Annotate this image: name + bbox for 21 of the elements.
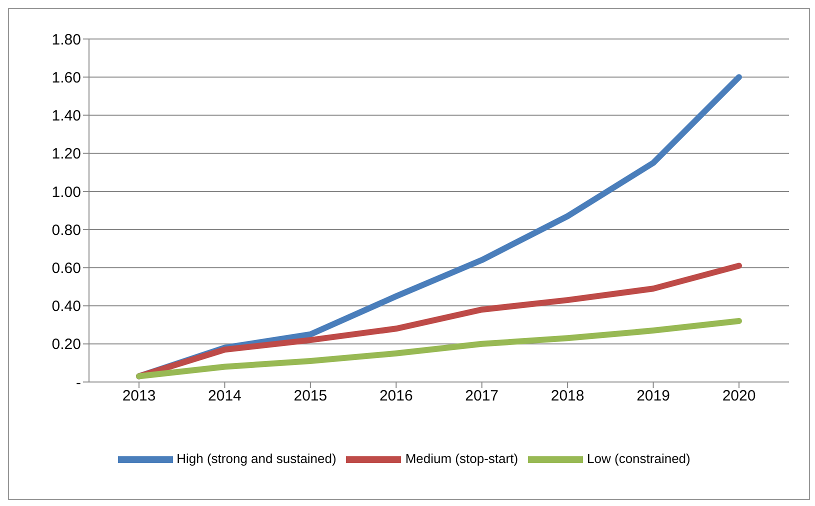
x-tick-label: 2019: [636, 388, 670, 405]
x-tick-label: 2015: [294, 388, 328, 405]
y-tick-label: 1.20: [52, 146, 81, 163]
legend-label: Low (constrained): [587, 450, 690, 466]
y-tick-label: 1.80: [52, 31, 81, 48]
y-tick-label: -: [76, 374, 81, 392]
legend-label: Medium (stop-start): [405, 450, 518, 466]
x-tick-label: 2017: [465, 388, 499, 405]
legend-label: High (strong and sustained): [176, 450, 336, 466]
y-tick-label: 1.00: [52, 184, 81, 201]
x-tick-label: 2020: [722, 388, 756, 405]
y-tick-label: 0.60: [52, 260, 81, 277]
x-tick-label: 2018: [550, 388, 584, 405]
y-tick-label: 1.40: [52, 108, 81, 125]
y-tick-label: 0.40: [52, 298, 81, 316]
x-tick-label: 2016: [379, 388, 413, 405]
x-tick-label: 2014: [208, 388, 242, 405]
y-tick-label: 1.60: [52, 69, 81, 86]
y-tick-label: 0.20: [52, 336, 81, 354]
y-tick-label: 0.80: [52, 222, 81, 239]
x-tick-label: 2013: [122, 388, 156, 405]
